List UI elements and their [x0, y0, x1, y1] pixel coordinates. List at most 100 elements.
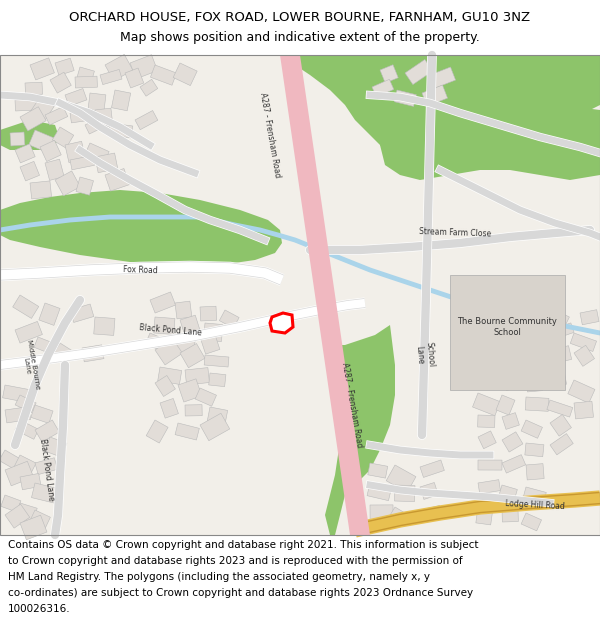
- Bar: [20, 473, 41, 490]
- Bar: [420, 506, 442, 520]
- Bar: [220, 310, 239, 328]
- Bar: [478, 431, 496, 449]
- Bar: [200, 413, 230, 441]
- Polygon shape: [0, 190, 282, 265]
- Bar: [5, 504, 30, 528]
- Polygon shape: [280, 55, 370, 535]
- Bar: [178, 379, 202, 402]
- Bar: [476, 507, 493, 525]
- Text: Contains OS data © Crown copyright and database right 2021. This information is : Contains OS data © Crown copyright and d…: [8, 540, 479, 550]
- Bar: [496, 395, 515, 415]
- Bar: [25, 82, 43, 95]
- Bar: [502, 321, 524, 338]
- Bar: [574, 345, 595, 366]
- Bar: [390, 507, 408, 523]
- Polygon shape: [270, 313, 293, 333]
- Bar: [112, 90, 131, 111]
- Text: Lodge Hill Road: Lodge Hill Road: [505, 499, 565, 511]
- Bar: [109, 123, 133, 138]
- Bar: [70, 156, 95, 170]
- Bar: [521, 420, 542, 438]
- Text: ORCHARD HOUSE, FOX ROAD, LOWER BOURNE, FARNHAM, GU10 3NZ: ORCHARD HOUSE, FOX ROAD, LOWER BOURNE, F…: [70, 11, 530, 24]
- Bar: [50, 72, 71, 93]
- Bar: [173, 63, 197, 86]
- Bar: [76, 177, 94, 195]
- Bar: [550, 434, 573, 455]
- Bar: [30, 181, 52, 199]
- Polygon shape: [380, 100, 600, 180]
- Bar: [130, 55, 158, 79]
- Bar: [16, 503, 37, 524]
- Bar: [85, 116, 108, 134]
- Bar: [35, 458, 58, 474]
- Text: A287 - Frensham Road: A287 - Frensham Road: [340, 362, 364, 448]
- Text: Black Pond Lane: Black Pond Lane: [38, 438, 56, 502]
- Bar: [185, 368, 209, 385]
- Bar: [125, 68, 144, 88]
- Bar: [547, 400, 573, 417]
- Bar: [208, 407, 227, 424]
- Bar: [497, 345, 523, 365]
- Bar: [151, 65, 176, 85]
- Bar: [502, 412, 520, 429]
- Bar: [15, 321, 43, 343]
- Bar: [160, 399, 178, 418]
- Bar: [15, 420, 39, 439]
- Bar: [502, 454, 526, 473]
- Bar: [372, 79, 394, 97]
- Bar: [35, 420, 59, 442]
- Bar: [478, 460, 502, 470]
- Bar: [88, 93, 106, 112]
- Bar: [395, 485, 415, 502]
- Bar: [40, 140, 61, 161]
- Bar: [146, 420, 168, 443]
- Bar: [478, 415, 495, 428]
- Bar: [522, 347, 541, 364]
- Bar: [204, 355, 229, 367]
- Bar: [172, 335, 196, 356]
- Bar: [0, 55, 600, 535]
- Text: HM Land Registry. The polygons (including the associated geometry, namely x, y: HM Land Registry. The polygons (includin…: [8, 572, 430, 582]
- Bar: [45, 159, 64, 181]
- Bar: [70, 109, 94, 123]
- Bar: [55, 171, 80, 196]
- Bar: [568, 380, 595, 403]
- Text: co-ordinates) are subject to Crown copyright and database rights 2023 Ordnance S: co-ordinates) are subject to Crown copyr…: [8, 588, 473, 598]
- Bar: [20, 161, 40, 181]
- Bar: [499, 485, 517, 502]
- Bar: [175, 301, 192, 319]
- Bar: [548, 310, 569, 331]
- Bar: [55, 343, 73, 359]
- Bar: [477, 300, 503, 317]
- Bar: [203, 323, 223, 341]
- Bar: [394, 90, 416, 106]
- Text: Map shows position and indicative extent of the property.: Map shows position and indicative extent…: [120, 31, 480, 44]
- Text: A287 - Frensham Road: A287 - Frensham Road: [258, 92, 282, 178]
- Bar: [505, 303, 521, 316]
- Bar: [34, 337, 51, 352]
- Text: The Bourne Community
School: The Bourne Community School: [457, 318, 557, 337]
- Bar: [65, 89, 87, 106]
- Bar: [525, 397, 549, 411]
- Bar: [472, 370, 492, 389]
- Bar: [478, 479, 500, 494]
- Bar: [105, 54, 133, 81]
- Bar: [85, 143, 109, 164]
- Bar: [386, 465, 416, 492]
- Bar: [430, 67, 455, 88]
- Bar: [0, 450, 24, 471]
- Bar: [15, 99, 37, 111]
- Bar: [5, 461, 34, 486]
- Bar: [15, 395, 36, 413]
- Bar: [195, 388, 217, 406]
- Bar: [39, 303, 60, 326]
- Bar: [31, 405, 53, 423]
- Bar: [45, 437, 67, 458]
- Text: 100026316.: 100026316.: [8, 604, 71, 614]
- Bar: [82, 345, 104, 362]
- Bar: [185, 404, 202, 416]
- Bar: [28, 510, 50, 532]
- Text: to Crown copyright and database rights 2023 and is reproduced with the permissio: to Crown copyright and database rights 2…: [8, 556, 463, 566]
- Bar: [473, 343, 494, 364]
- Bar: [502, 369, 524, 391]
